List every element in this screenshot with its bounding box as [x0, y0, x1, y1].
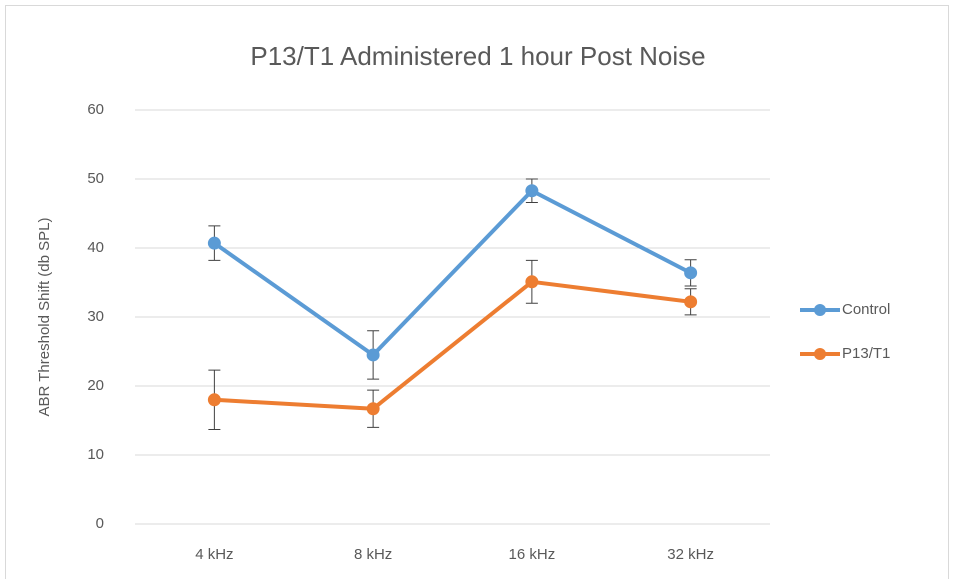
y-tick-label: 10	[87, 446, 104, 463]
chart-border	[5, 5, 949, 579]
point	[207, 393, 221, 407]
chart-title: P13/T1 Administered 1 hour Post Noise	[250, 41, 705, 71]
point	[366, 402, 380, 416]
y-axis-label: ABR Threshold Shift (db SPL)	[36, 218, 53, 417]
series-line	[214, 279, 691, 411]
point	[525, 184, 539, 198]
x-tick-label: 8 kHz	[354, 546, 392, 563]
y-tick-label: 60	[87, 101, 104, 118]
x-tick-label: 16 kHz	[509, 546, 556, 563]
y-tick-label: 50	[87, 170, 104, 187]
x-tick-label: 32 kHz	[667, 546, 714, 563]
y-tick-label: 40	[87, 239, 104, 256]
legend-marker	[814, 348, 826, 360]
legend-marker	[814, 304, 826, 316]
point	[684, 266, 698, 280]
y-tick-label: 0	[96, 515, 104, 532]
point	[207, 236, 221, 250]
series-line	[213, 188, 692, 357]
point	[684, 295, 698, 309]
y-tick-label: 20	[87, 377, 104, 394]
x-tick-label: 4 kHz	[195, 546, 233, 563]
point	[525, 275, 539, 289]
legend-label: P13/T1	[842, 345, 890, 362]
point	[366, 348, 380, 362]
legend-label: Control	[842, 301, 890, 318]
y-tick-label: 30	[87, 308, 104, 325]
